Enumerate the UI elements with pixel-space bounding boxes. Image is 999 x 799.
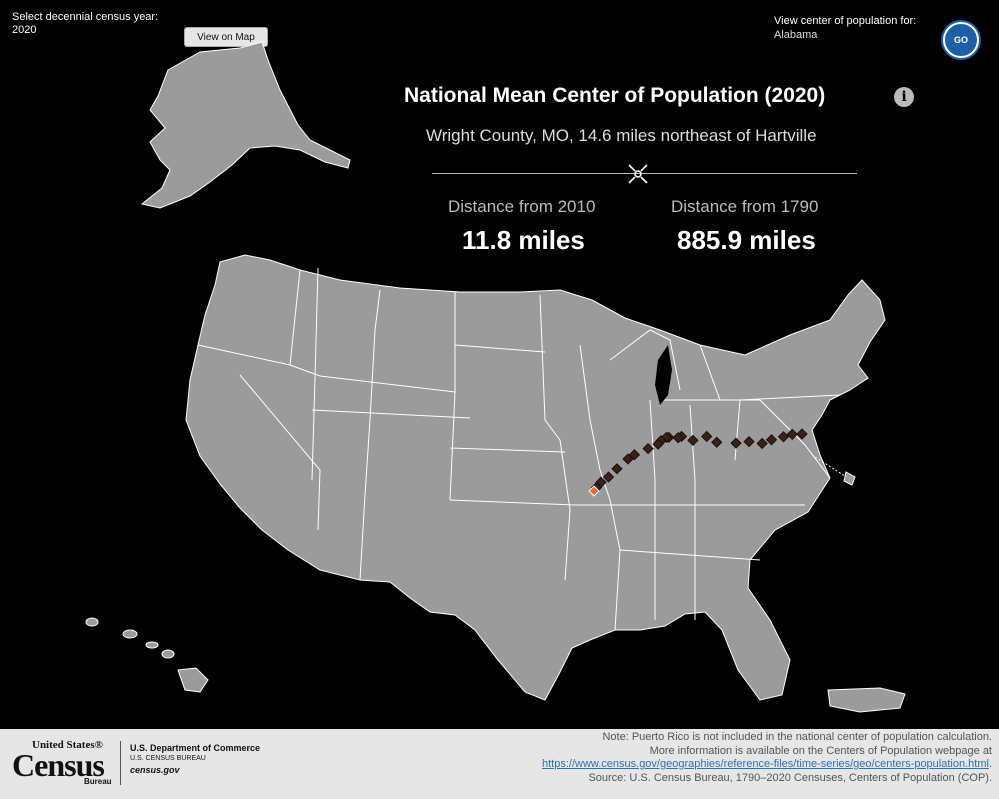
distance-label-1790: Distance from 1790 [671, 197, 819, 216]
center-marker-1860[interactable] [711, 436, 723, 448]
logo-bureau-text: Bureau [84, 777, 112, 786]
distance-value-1790: 885.9 miles [677, 225, 816, 255]
center-marker-1830[interactable] [756, 437, 768, 450]
center-marker-1840[interactable] [743, 435, 755, 448]
lake-michigan [655, 345, 672, 405]
state-borders [197, 267, 841, 631]
year-select-label: Select decennial census year: [12, 11, 159, 23]
census-logo[interactable]: United States® Census Bureau [12, 739, 112, 789]
link-suffix: . [988, 758, 992, 770]
center-location: Wright County, MO, 14.6 miles northeast … [426, 126, 817, 145]
page-title: National Mean Center of Population (2020… [404, 84, 826, 107]
view-on-map-button[interactable]: View on Map [184, 27, 268, 47]
state-select[interactable]: Alabama [774, 29, 818, 41]
center-marker-1820[interactable] [765, 434, 778, 446]
note-more-info: More information is available on the Cen… [649, 744, 992, 757]
center-marker-1810[interactable] [777, 431, 790, 443]
go-button[interactable]: GO [943, 22, 979, 58]
population-centers [588, 428, 808, 497]
distance-label-2010: Distance from 2010 [448, 197, 596, 216]
dc-marker-shape [843, 471, 856, 486]
note-puerto-rico: Note: Puerto Rico is not included in the… [602, 731, 992, 743]
center-marker-1960[interactable] [628, 449, 641, 461]
compass-icon [628, 164, 648, 184]
center-marker-1940[interactable] [652, 438, 664, 450]
center-marker-1900[interactable] [672, 432, 684, 444]
center-marker-1980[interactable] [611, 463, 623, 475]
footer: United States® Census Bureau U.S. Depart… [0, 729, 999, 799]
census-gov-link[interactable]: census.gov [130, 765, 180, 775]
center-marker-1990[interactable] [602, 471, 615, 483]
center-marker-1870[interactable] [701, 430, 713, 443]
logo-main-text: Census [12, 747, 105, 783]
center-marker-1800[interactable] [786, 428, 798, 440]
leader-line [811, 454, 849, 479]
center-marker-1950[interactable] [642, 442, 654, 455]
info-icon[interactable]: i [894, 87, 914, 107]
center-marker-1880[interactable] [687, 434, 699, 447]
logo-separator [120, 741, 121, 785]
department-text: U.S. Department of Commerce [130, 743, 261, 753]
contiguous-us-shape[interactable] [185, 254, 886, 701]
centers-population-link[interactable]: https://www.census.gov/geographies/refer… [541, 758, 989, 770]
source-text: Source: U.S. Census Bureau, 1790–2020 Ce… [588, 771, 992, 784]
hawaii-shape[interactable] [85, 617, 209, 693]
center-marker-1850[interactable] [730, 437, 742, 449]
us-map [85, 41, 906, 713]
divider [432, 173, 857, 174]
logo-top-text: United States® [32, 739, 103, 751]
state-select-label: View center of population for: [774, 15, 917, 27]
center-marker-1970[interactable] [622, 453, 634, 465]
year-select[interactable]: 2020 [12, 24, 37, 36]
note-block: Note: Puerto Rico is not included in the… [542, 731, 992, 785]
center-marker-2020[interactable] [588, 485, 600, 497]
alaska-shape[interactable] [140, 41, 351, 209]
center-marker-1790[interactable] [796, 428, 808, 440]
bureau-text: U.S. CENSUS BUREAU [130, 755, 206, 762]
distance-value-2010: 11.8 miles [462, 225, 585, 255]
puerto-rico-shape[interactable] [827, 687, 906, 713]
